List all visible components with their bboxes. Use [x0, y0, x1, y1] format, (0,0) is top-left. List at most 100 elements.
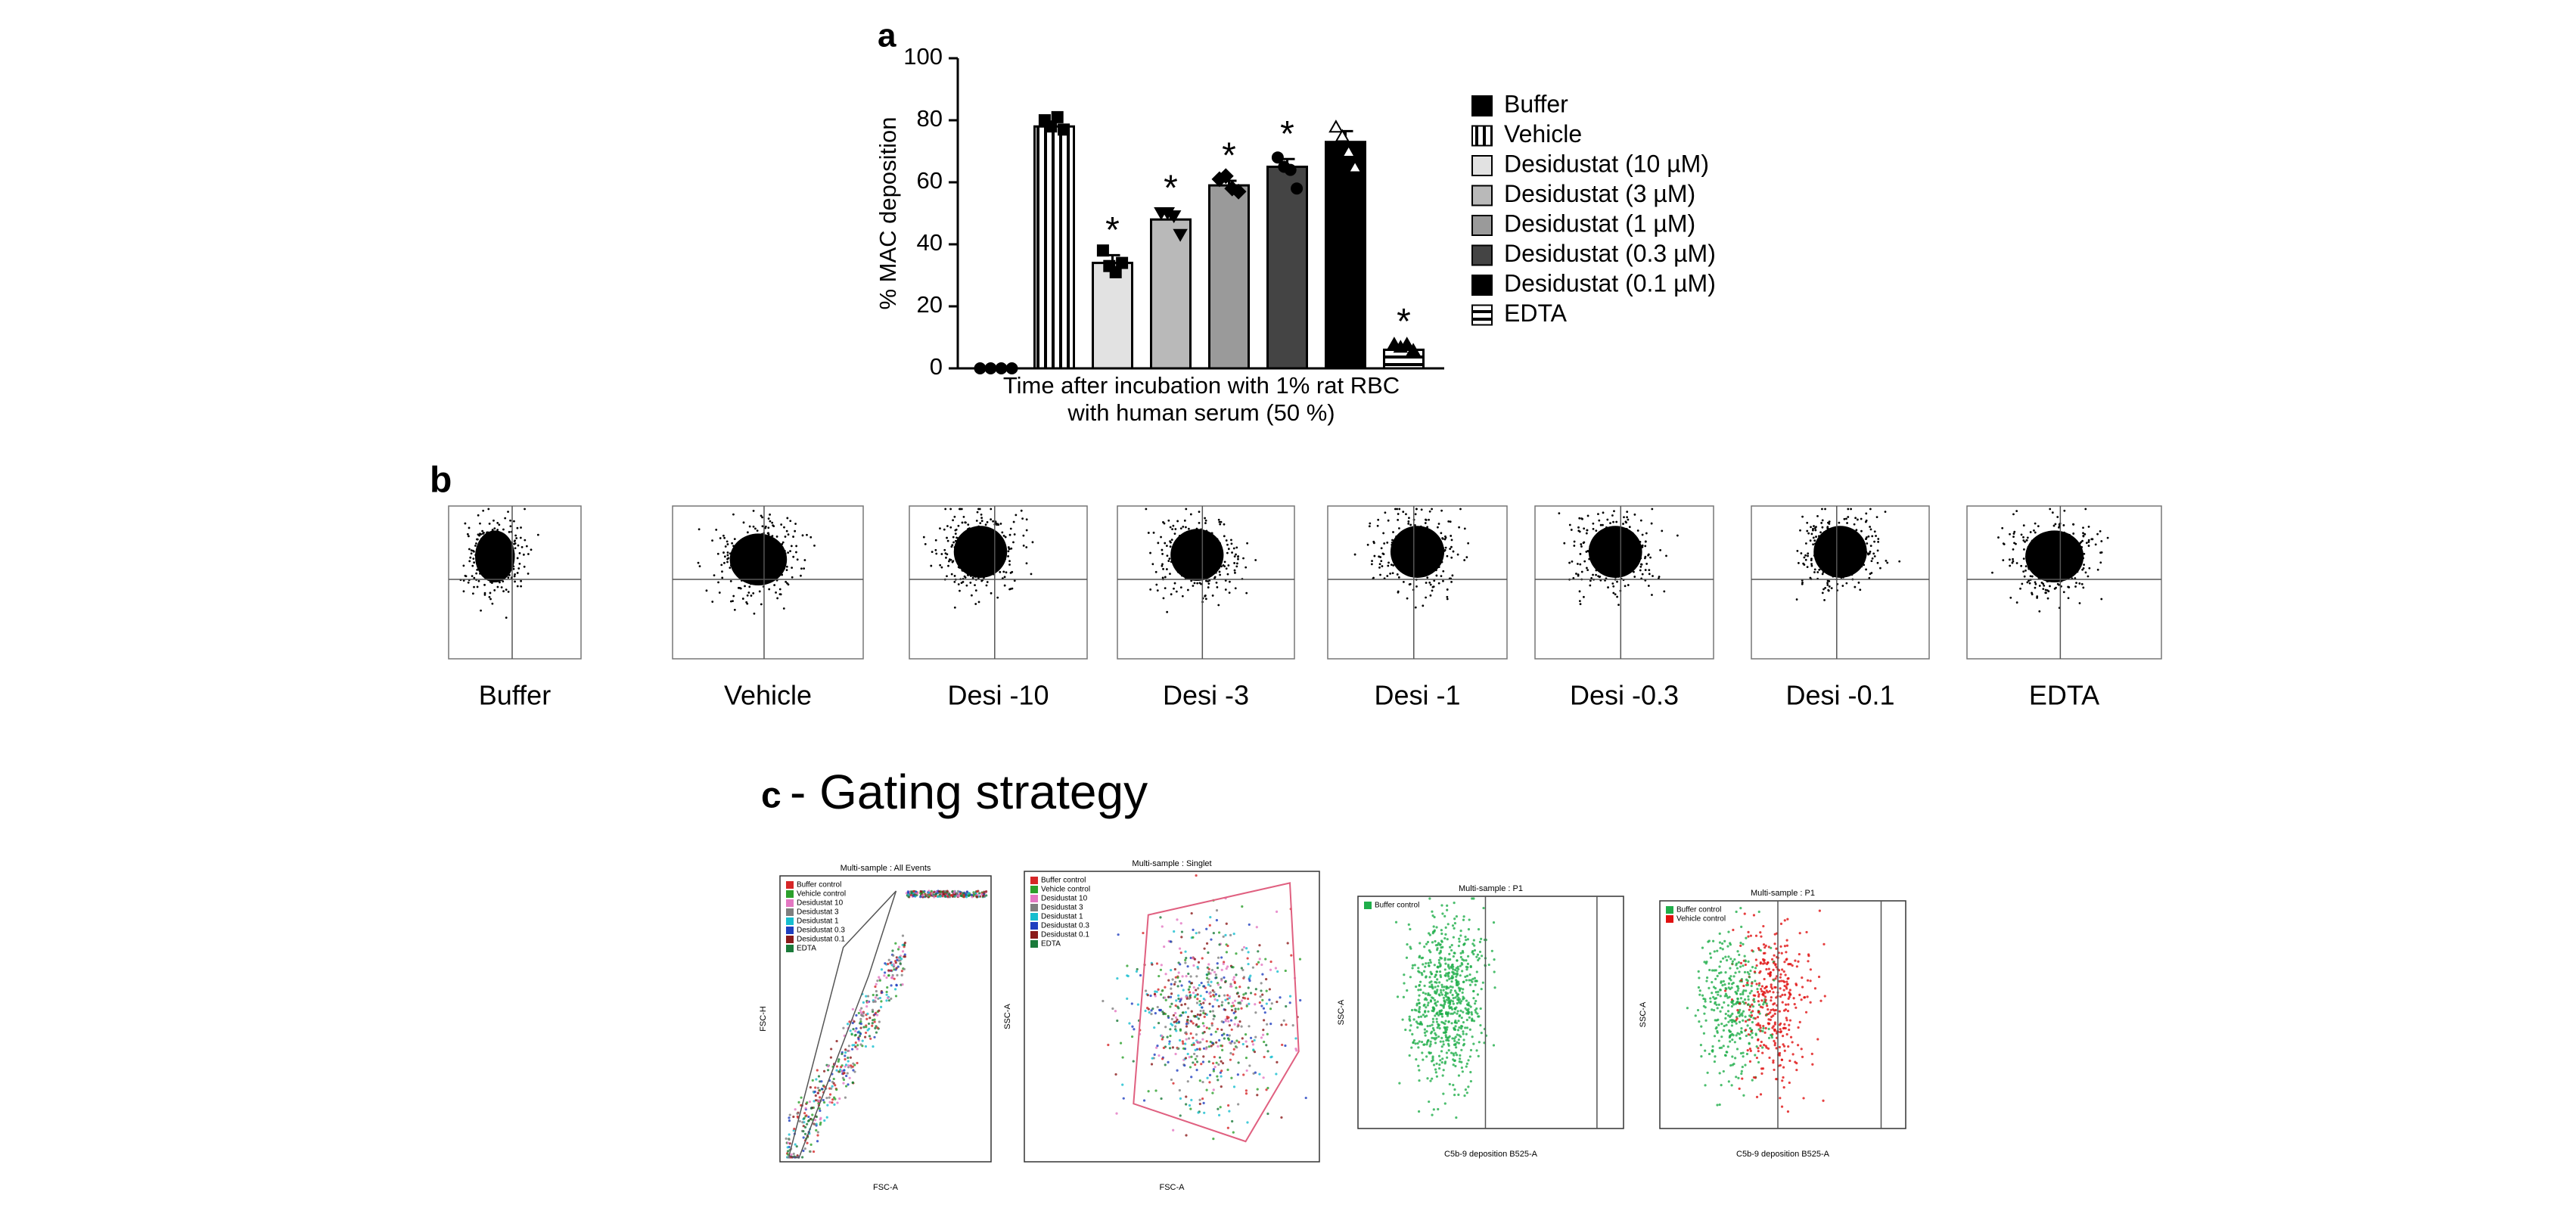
event-dot [1748, 1014, 1751, 1017]
event-dot [2075, 582, 2077, 585]
event-dot [1472, 1042, 1475, 1045]
event-dot [1150, 1063, 1154, 1066]
event-dot [1851, 557, 1854, 560]
event-dot [1190, 1020, 1193, 1023]
event-dot [875, 989, 878, 993]
event-dot [901, 983, 904, 986]
event-dot [2046, 535, 2049, 538]
event-dot [1390, 563, 1393, 566]
event-dot [1760, 1072, 1763, 1075]
event-dot [1226, 543, 1229, 546]
event-dot [1196, 993, 1199, 996]
event-dot [1463, 1094, 1466, 1097]
event-dot [483, 538, 486, 541]
event-dot [1200, 981, 1203, 985]
event-dot [1823, 599, 1826, 601]
event-dot [2019, 587, 2021, 590]
event-dot [1445, 998, 1449, 1001]
event-dot [1419, 530, 1422, 533]
event-dot [1436, 978, 1439, 981]
event-dot [2062, 566, 2065, 569]
event-dot [1477, 958, 1480, 962]
event-dot [1423, 945, 1426, 948]
event-dot [760, 514, 763, 517]
event-dot [1429, 1079, 1432, 1082]
event-dot [1851, 536, 1854, 538]
event-dot [1192, 540, 1195, 543]
event-dot [1030, 573, 1033, 576]
event-dot [1207, 963, 1210, 966]
event-dot [1709, 997, 1712, 1000]
event-dot [1832, 536, 1835, 539]
event-dot [2041, 549, 2044, 552]
event-dot [1116, 977, 1119, 980]
event-dot [809, 536, 813, 539]
bar [1150, 218, 1192, 370]
event-dot [875, 983, 878, 986]
event-dot [1406, 942, 1409, 946]
event-dot [989, 558, 992, 560]
event-dot [1665, 554, 1667, 557]
event-dot [1460, 1066, 1463, 1070]
legend-swatch [1030, 922, 1038, 930]
event-dot [1192, 964, 1195, 967]
event-dot [946, 895, 949, 898]
event-dot [1854, 551, 1856, 554]
event-dot [536, 533, 539, 536]
event-dot [972, 536, 975, 539]
legend-label: EDTA [797, 945, 816, 953]
event-dot [795, 545, 798, 548]
event-dot [1434, 975, 1437, 979]
event-dot [2075, 552, 2078, 555]
event-dot [493, 562, 496, 565]
event-dot [760, 563, 763, 566]
event-dot [1822, 538, 1825, 540]
event-dot [1232, 1004, 1235, 1007]
event-dot [839, 1068, 842, 1071]
event-dot [1176, 520, 1179, 523]
event-dot [1223, 523, 1226, 526]
event-dot [1243, 997, 1247, 1000]
event-dot [2068, 586, 2071, 588]
event-dot [1242, 557, 1244, 560]
event-dot [1213, 560, 1217, 563]
event-dot [1623, 516, 1625, 519]
event-dot [1229, 1019, 1233, 1022]
event-dot [946, 553, 949, 556]
event-dot [1187, 560, 1190, 563]
plot-caption: EDTA [2029, 680, 2099, 711]
event-dot [1208, 1081, 1211, 1084]
event-dot [722, 534, 725, 537]
event-dot [1627, 550, 1630, 553]
event-dot [971, 548, 974, 550]
event-dot [1758, 1024, 1762, 1027]
event-dot [1228, 1034, 1231, 1037]
event-dot [939, 563, 942, 567]
event-dot [1410, 535, 1413, 538]
event-dot [1126, 997, 1129, 1000]
event-dot [1431, 1036, 1434, 1039]
event-dot [491, 602, 494, 605]
event-dot [1730, 1084, 1733, 1087]
event-dot [1816, 548, 1819, 550]
event-dot [1636, 551, 1638, 553]
event-dot [1220, 956, 1223, 959]
event-dot [1412, 1041, 1415, 1044]
event-dot [2026, 581, 2029, 584]
event-dot [1205, 990, 1208, 994]
event-dot [1475, 1007, 1478, 1011]
event-dot [783, 567, 785, 570]
event-dot [1405, 543, 1408, 546]
event-dot [1197, 1111, 1200, 1114]
event-dot [1185, 572, 1189, 574]
event-dot [862, 1026, 865, 1029]
event-dot [2034, 563, 2037, 565]
event-dot [1818, 909, 1821, 912]
event-dot [2046, 538, 2049, 541]
event-dot [477, 533, 480, 536]
event-dot [970, 560, 973, 563]
event-dot [2051, 511, 2054, 514]
event-dot [1852, 544, 1855, 546]
